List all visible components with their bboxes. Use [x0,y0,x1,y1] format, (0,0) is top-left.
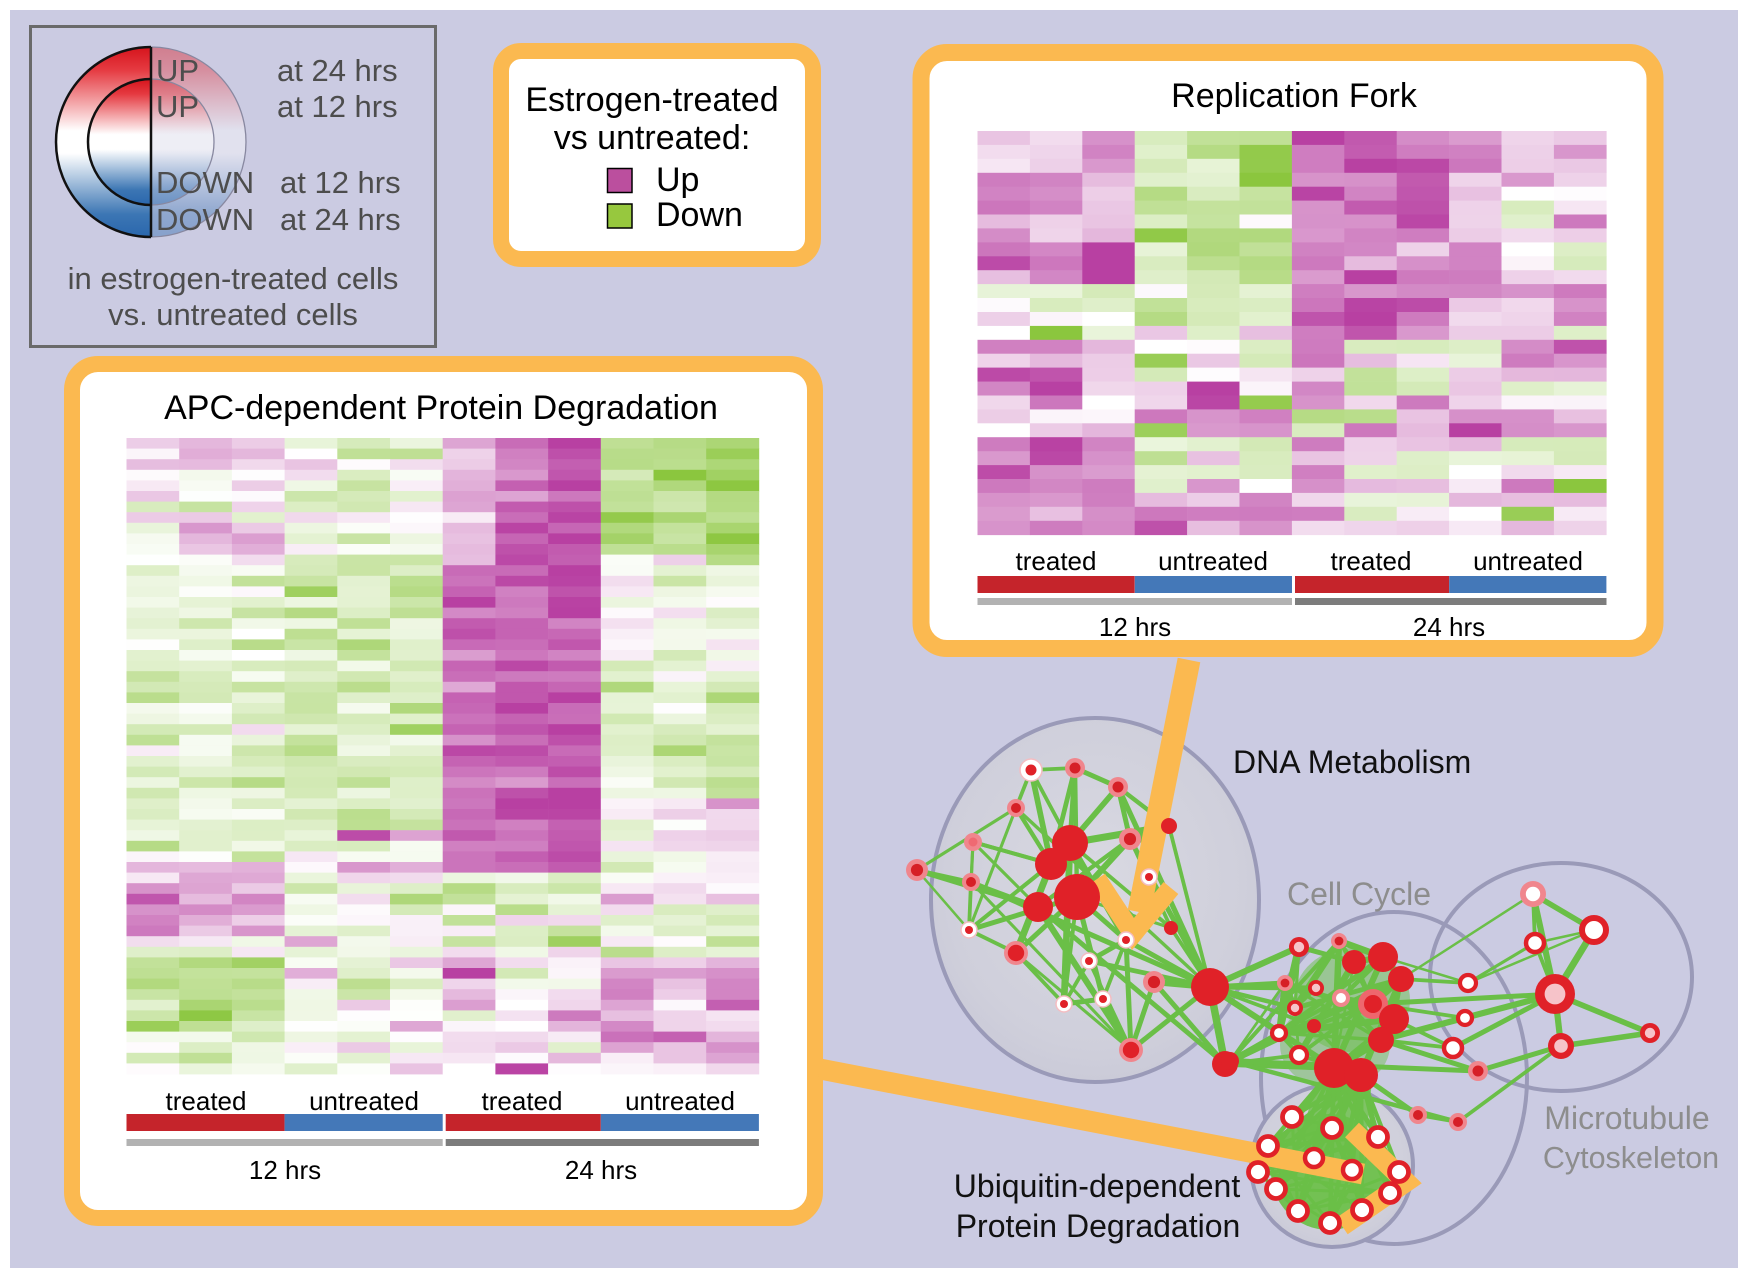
svg-text:APC-dependent Protein Degradat: APC-dependent Protein Degradation [164,389,718,427]
svg-text:at 24 hrs: at 24 hrs [277,53,398,88]
svg-text:DOWN: DOWN [156,165,254,200]
svg-text:untreated: untreated [1158,546,1268,576]
svg-text:in estrogen-treated cells: in estrogen-treated cells [68,261,399,296]
svg-text:DNA Metabolism: DNA Metabolism [1233,744,1471,780]
svg-text:Microtubule: Microtubule [1544,1100,1709,1136]
svg-text:treated: treated [482,1086,563,1116]
svg-text:12 hrs: 12 hrs [1099,612,1171,642]
svg-text:at 24 hrs: at 24 hrs [280,202,401,237]
svg-text:Ubiquitin-dependent: Ubiquitin-dependent [954,1168,1241,1204]
svg-text:Estrogen-treated: Estrogen-treated [525,81,778,119]
svg-text:untreated: untreated [309,1086,419,1116]
svg-text:24 hrs: 24 hrs [1413,612,1485,642]
svg-text:UP: UP [156,53,199,88]
svg-text:Cytoskeleton: Cytoskeleton [1543,1141,1719,1175]
svg-text:24 hrs: 24 hrs [565,1155,637,1185]
svg-text:UP: UP [156,89,199,124]
svg-text:Cell Cycle: Cell Cycle [1287,876,1431,912]
svg-text:treated: treated [1331,546,1412,576]
svg-text:treated: treated [166,1086,247,1116]
svg-text:Replication Fork: Replication Fork [1171,77,1418,115]
svg-text:DOWN: DOWN [156,202,254,237]
svg-text:at 12 hrs: at 12 hrs [280,165,401,200]
svg-text:vs. untreated cells: vs. untreated cells [108,297,358,332]
svg-text:treated: treated [1016,546,1097,576]
svg-text:Protein Degradation: Protein Degradation [956,1208,1241,1244]
svg-text:Up: Up [656,161,699,199]
svg-text:Down: Down [656,196,743,234]
svg-text:untreated: untreated [1473,546,1583,576]
svg-text:12 hrs: 12 hrs [249,1155,321,1185]
svg-text:at 12 hrs: at 12 hrs [277,89,398,124]
svg-text:untreated: untreated [625,1086,735,1116]
svg-text:vs untreated:: vs untreated: [554,119,751,157]
